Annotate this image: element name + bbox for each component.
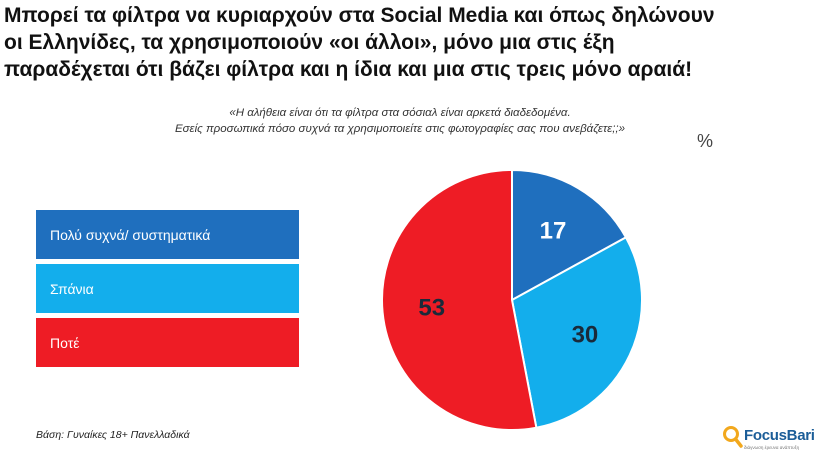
logo-name: FocusBari xyxy=(744,427,815,444)
pie-slice-very-often xyxy=(511,168,628,302)
focusbari-logo: FocusBari διάγνωση έρευνα ανάπτυξη xyxy=(722,425,818,455)
survey-question: «Η αλήθεια είναι ότι τα φίλτρα στα σόσια… xyxy=(130,105,670,137)
chart-legend: Πολύ συχνά/ συστηματικά Σπάνια Ποτέ xyxy=(36,210,299,372)
title-line-1: Μπορεί τα φίλτρα να κυριαρχούν στα Socia… xyxy=(4,4,715,27)
question-line-1: «Η αλήθεια είναι ότι τα φίλτρα στα σόσια… xyxy=(229,107,571,119)
title-line-3: παραδέχεται ότι βάζει φίλτρα και η ίδια … xyxy=(4,58,693,81)
question-line-2: Εσείς προσωπικά πόσο συχνά τα χρησιμοποι… xyxy=(174,123,626,135)
unit-label: % xyxy=(697,131,714,151)
legend-label: Πολύ συχνά/ συστηματικά xyxy=(50,226,211,243)
pie-slice-never xyxy=(381,168,538,431)
legend-item-rarely: Σπάνια xyxy=(36,264,299,313)
legend-item-never: Ποτέ xyxy=(36,318,299,367)
legend-label: Σπάνια xyxy=(50,280,94,297)
legend-label: Ποτέ xyxy=(50,334,80,351)
page-title: Μπορεί τα φίλτρα να κυριαρχούν στα Socia… xyxy=(4,2,816,83)
legend-item-very-often: Πολύ συχνά/ συστηματικά xyxy=(36,210,299,259)
pie-chart: 17 30 53 xyxy=(381,168,643,431)
pie-label-very-often: 17 xyxy=(540,218,567,245)
logo-tagline: διάγνωση έρευνα ανάπτυξη xyxy=(744,445,800,450)
magnifier-icon xyxy=(723,426,743,448)
pie-label-never: 53 xyxy=(418,295,445,322)
footnote-base: Βάση: Γυναίκες 18+ Πανελλαδικά xyxy=(36,429,190,441)
pie-slice-rarely xyxy=(510,236,643,429)
title-line-2: οι Ελληνίδες, τα χρησιμοποιούν «οι άλλοι… xyxy=(4,31,615,54)
pie-label-rarely: 30 xyxy=(572,321,599,348)
